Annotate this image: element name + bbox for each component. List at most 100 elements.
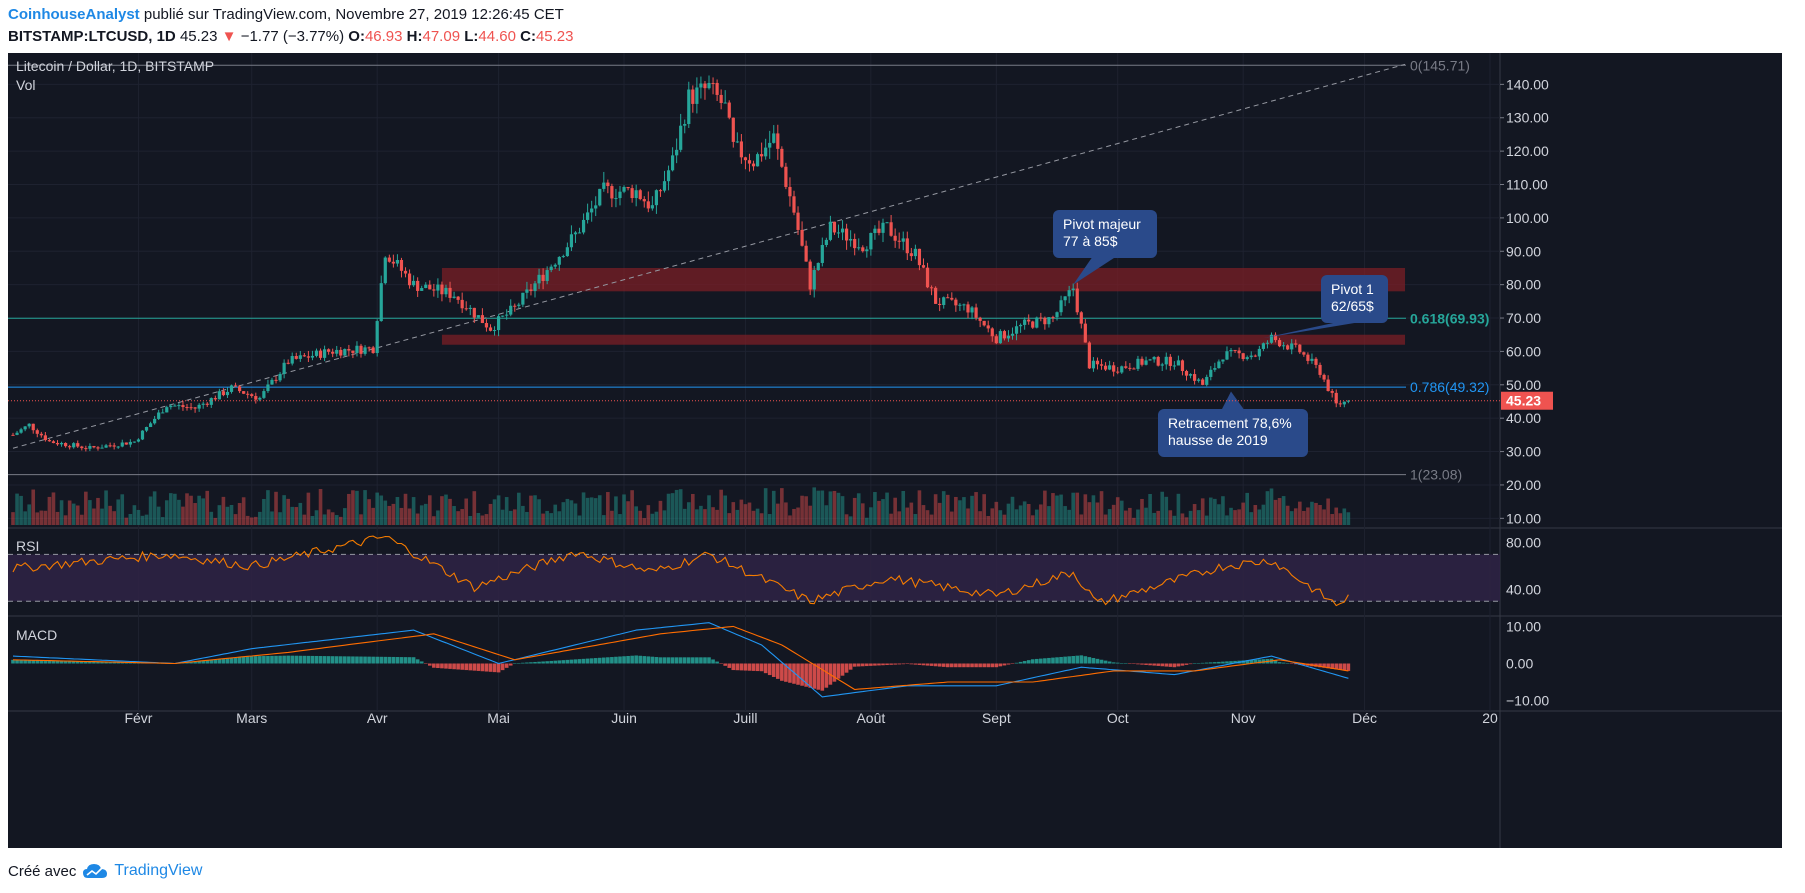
volume-bar <box>549 513 553 525</box>
candle-body <box>1014 326 1019 334</box>
candle-body <box>177 405 181 407</box>
candle-body <box>484 323 489 328</box>
volume-bar <box>1010 496 1015 525</box>
volume-bar <box>832 490 837 525</box>
candle-body <box>513 305 517 307</box>
macd-histogram-bar <box>1221 661 1225 664</box>
macd-label: MACD <box>16 627 57 643</box>
volume-bar <box>573 503 578 525</box>
volume-bar <box>334 515 339 525</box>
candle-body <box>687 89 691 124</box>
candle-body <box>1257 348 1261 357</box>
volume-bar <box>399 507 404 525</box>
macd-histogram-bar <box>387 656 392 664</box>
fib-label: 0.618(69.93) <box>1410 310 1489 326</box>
candle-body <box>962 304 966 306</box>
volume-bar <box>873 492 877 525</box>
candle-body <box>1124 366 1128 368</box>
candle-body <box>881 222 885 233</box>
volume-bar <box>933 494 938 525</box>
ohlc-line: BITSTAMP:LTCUSD, 1D 45.23 ▼ −1.77 (−3.77… <box>8 28 573 45</box>
candle-body <box>1108 365 1112 370</box>
candle-body <box>35 430 39 434</box>
candle-body <box>816 262 820 271</box>
candle-body <box>917 248 922 266</box>
volume-bar <box>1168 510 1173 525</box>
volume-bar <box>88 500 92 525</box>
candle-body <box>229 385 234 392</box>
candle-body <box>104 445 108 448</box>
volume-bar <box>1144 507 1148 525</box>
macd-histogram-bar <box>561 660 566 664</box>
volume-label: Vol <box>16 77 35 93</box>
candle-body <box>768 142 772 148</box>
macd-histogram-bar <box>23 660 27 664</box>
volume-bar <box>941 491 946 525</box>
volume-bar <box>96 497 100 525</box>
macd-histogram-bar <box>1289 663 1294 664</box>
volume-bar <box>120 494 125 525</box>
volume-bar <box>278 512 282 525</box>
candle-body <box>658 190 663 192</box>
macd-histogram-bar <box>917 663 922 665</box>
candle-body <box>157 412 161 419</box>
callout-pointer <box>1073 256 1117 285</box>
close-value: 45.23 <box>535 28 574 45</box>
candle-body <box>165 407 169 413</box>
volume-bar <box>484 514 489 525</box>
trend-line <box>12 63 1406 449</box>
volume-bar <box>650 513 655 525</box>
volume-bar <box>626 501 630 525</box>
volume-bar <box>245 515 250 525</box>
volume-bar <box>75 505 80 525</box>
volume-bar <box>173 493 177 525</box>
candle-body <box>347 348 351 351</box>
candle-body <box>440 284 444 295</box>
volume-bar <box>1204 515 1209 525</box>
volume-bar <box>423 503 428 525</box>
candle-body <box>371 347 375 354</box>
candle-body <box>824 239 828 245</box>
macd-histogram-bar <box>529 662 533 664</box>
macd-histogram-bar <box>1229 661 1233 664</box>
volume-bar <box>1160 491 1165 525</box>
macd-histogram-bar <box>1273 660 1278 664</box>
candle-body <box>1043 317 1047 325</box>
chart-svg[interactable]: 0(145.71) 0.618(69.93) 0.786(49.32) 1(23.08… <box>8 53 1782 848</box>
macd-histogram-bar <box>929 663 934 666</box>
volume-bar <box>541 513 545 525</box>
macd-histogram-bar <box>282 655 286 664</box>
macd-histogram-bar <box>711 659 715 664</box>
candle-body <box>739 141 743 158</box>
macd-histogram-bar <box>67 661 72 664</box>
macd-histogram-bar <box>881 663 885 666</box>
macd-histogram-bar <box>367 656 371 664</box>
volume-bar <box>355 490 359 525</box>
macd-histogram-bar <box>739 663 744 671</box>
volume-bar <box>913 514 918 525</box>
candle-body <box>189 407 193 409</box>
candle-body <box>290 356 294 364</box>
candle-body <box>666 170 671 182</box>
x-tick-label: Févr <box>124 710 152 726</box>
volume-bar <box>966 508 970 525</box>
macd-histogram-bar <box>727 663 732 668</box>
volume-bar <box>314 510 319 525</box>
macd-histogram-bar <box>780 663 784 681</box>
candle-body <box>1342 401 1346 405</box>
volume-bar <box>1014 509 1019 525</box>
macd-histogram-bar <box>359 656 363 664</box>
macd-histogram-bar <box>1164 663 1169 667</box>
candle-body <box>529 289 533 291</box>
candle-body <box>1277 340 1282 347</box>
candle-body <box>1103 365 1108 370</box>
open-label: O: <box>348 28 365 45</box>
macd-histogram-bar <box>1087 657 1092 664</box>
footer-brand[interactable]: TradingView <box>114 862 203 879</box>
volume-bar <box>893 497 897 525</box>
candle-body <box>760 154 764 157</box>
candle-body <box>15 432 19 435</box>
candle-body <box>1120 366 1124 373</box>
author-name[interactable]: CoinhouseAnalyst <box>8 6 140 23</box>
chart-container[interactable]: 0(145.71) 0.618(69.93) 0.786(49.32) 1(23.08… <box>8 53 1782 848</box>
